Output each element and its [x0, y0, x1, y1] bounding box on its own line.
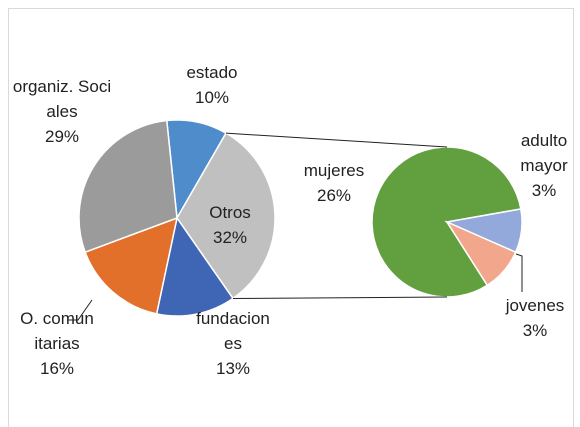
data-label: jovenes 3% [495, 293, 575, 343]
category-name: O. comunitarias [20, 309, 94, 353]
pie-slice [445, 220, 517, 287]
data-label: adulto mayor 3% [513, 128, 575, 203]
data-label: Otros 32% [195, 200, 265, 250]
data-label: mujeres 26% [294, 158, 374, 208]
data-label: O. comunitarias 16% [19, 306, 95, 381]
data-label: organiz. Sociales 29% [12, 74, 112, 149]
category-name: Otros [209, 203, 251, 222]
value-label: 3% [522, 321, 548, 340]
value-label: 26% [316, 186, 352, 205]
category-name: jovenes [505, 296, 565, 315]
category-name: adulto mayor [520, 131, 568, 175]
data-label: fundaciones 13% [192, 306, 274, 381]
pie-slice [78, 119, 178, 254]
value-label: 29% [44, 127, 80, 146]
connector-line [225, 132, 448, 148]
category-name: estado [186, 63, 238, 82]
value-label: 16% [39, 359, 75, 378]
value-label: 32% [212, 228, 248, 247]
value-label: 10% [194, 88, 230, 107]
pie-slice [155, 216, 234, 317]
value-label: 13% [215, 359, 251, 378]
leader-line [68, 299, 93, 321]
pie-slice [84, 216, 179, 315]
category-name: mujeres [303, 161, 365, 180]
value-label: 3% [531, 181, 557, 200]
category-name: fundaciones [196, 309, 270, 353]
connector-line [232, 296, 448, 299]
data-label: estado 10% [172, 60, 252, 110]
chart-border [8, 8, 574, 427]
pie-slice [176, 132, 276, 300]
leader-line [515, 253, 523, 292]
category-name: organiz. Sociales [12, 77, 112, 121]
